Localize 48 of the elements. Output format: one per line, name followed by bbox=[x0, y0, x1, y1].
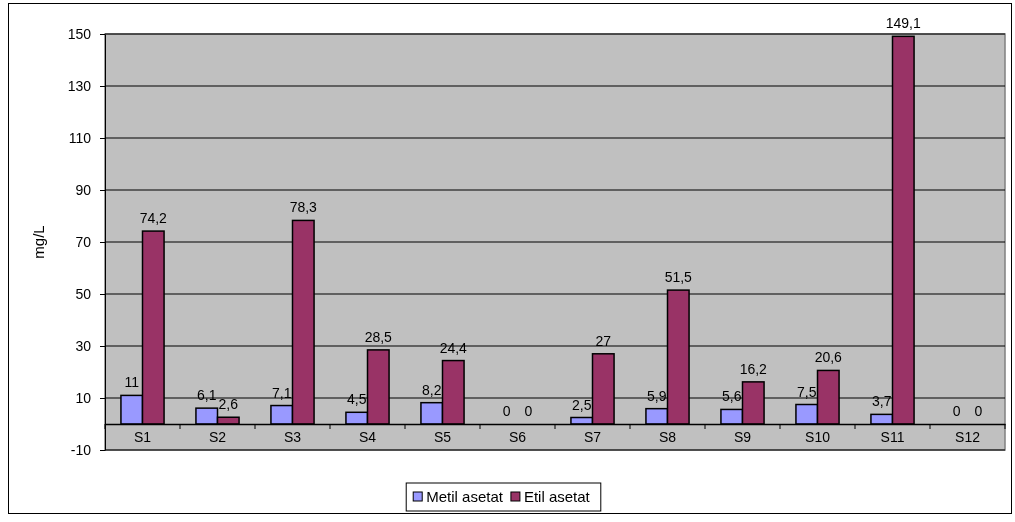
data-label: 149,1 bbox=[885, 15, 922, 32]
data-label: 74,2 bbox=[139, 210, 168, 227]
data-label: 16,2 bbox=[739, 360, 768, 377]
y-tick-label: 150 bbox=[67, 25, 92, 42]
y-tick-label: 90 bbox=[75, 181, 92, 198]
data-label: 7,1 bbox=[271, 384, 292, 401]
legend-label: Metil asetat bbox=[426, 488, 504, 505]
data-label: 0 bbox=[524, 403, 533, 419]
data-label: 5,9 bbox=[646, 387, 667, 404]
x-tick-label: S6 bbox=[508, 428, 527, 445]
data-label: 4,5 bbox=[346, 391, 367, 408]
y-tick-label: 30 bbox=[75, 337, 92, 354]
x-tick-label: S3 bbox=[283, 428, 302, 445]
data-label: 5,6 bbox=[721, 388, 742, 405]
data-label: 7,5 bbox=[796, 383, 817, 400]
y-tick-label: 110 bbox=[68, 129, 92, 146]
data-label: 24,4 bbox=[439, 339, 468, 356]
y-tick-label: 10 bbox=[75, 389, 92, 406]
x-tick-label: S4 bbox=[358, 428, 377, 445]
x-tick-label: S12 bbox=[955, 428, 981, 445]
data-label: 6,1 bbox=[196, 387, 217, 404]
data-label: 2,5 bbox=[571, 396, 592, 413]
x-tick-label: S11 bbox=[880, 428, 905, 445]
x-tick-label: S5 bbox=[433, 428, 452, 445]
data-label: 8,2 bbox=[421, 381, 442, 398]
y-axis-title: mg/L bbox=[30, 225, 47, 259]
data-label: 20,6 bbox=[814, 349, 843, 366]
data-label: 78,3 bbox=[289, 199, 318, 216]
data-label: 11 bbox=[124, 374, 140, 391]
data-label: 3,7 bbox=[871, 393, 892, 410]
data-label: 2,6 bbox=[218, 396, 239, 413]
data-label: 0 bbox=[974, 403, 983, 419]
y-tick-label: 130 bbox=[67, 77, 92, 94]
x-tick-label: S9 bbox=[733, 428, 752, 445]
x-tick-label: S2 bbox=[208, 428, 227, 445]
data-label: 28,5 bbox=[364, 328, 393, 345]
data-label: 0 bbox=[502, 403, 511, 419]
data-label: 51,5 bbox=[664, 269, 693, 286]
y-tick-label: 70 bbox=[75, 233, 92, 250]
x-tick-label: S7 bbox=[583, 428, 602, 445]
y-tick-label: 50 bbox=[75, 285, 92, 302]
x-tick-label: S8 bbox=[658, 428, 677, 445]
data-label: 0 bbox=[952, 403, 961, 419]
x-tick-label: S10 bbox=[805, 428, 831, 445]
data-label: 27 bbox=[595, 332, 612, 349]
legend-label: Etil asetat bbox=[523, 488, 591, 505]
x-tick-label: S1 bbox=[133, 428, 152, 445]
y-tick-label: -10 bbox=[70, 441, 92, 458]
